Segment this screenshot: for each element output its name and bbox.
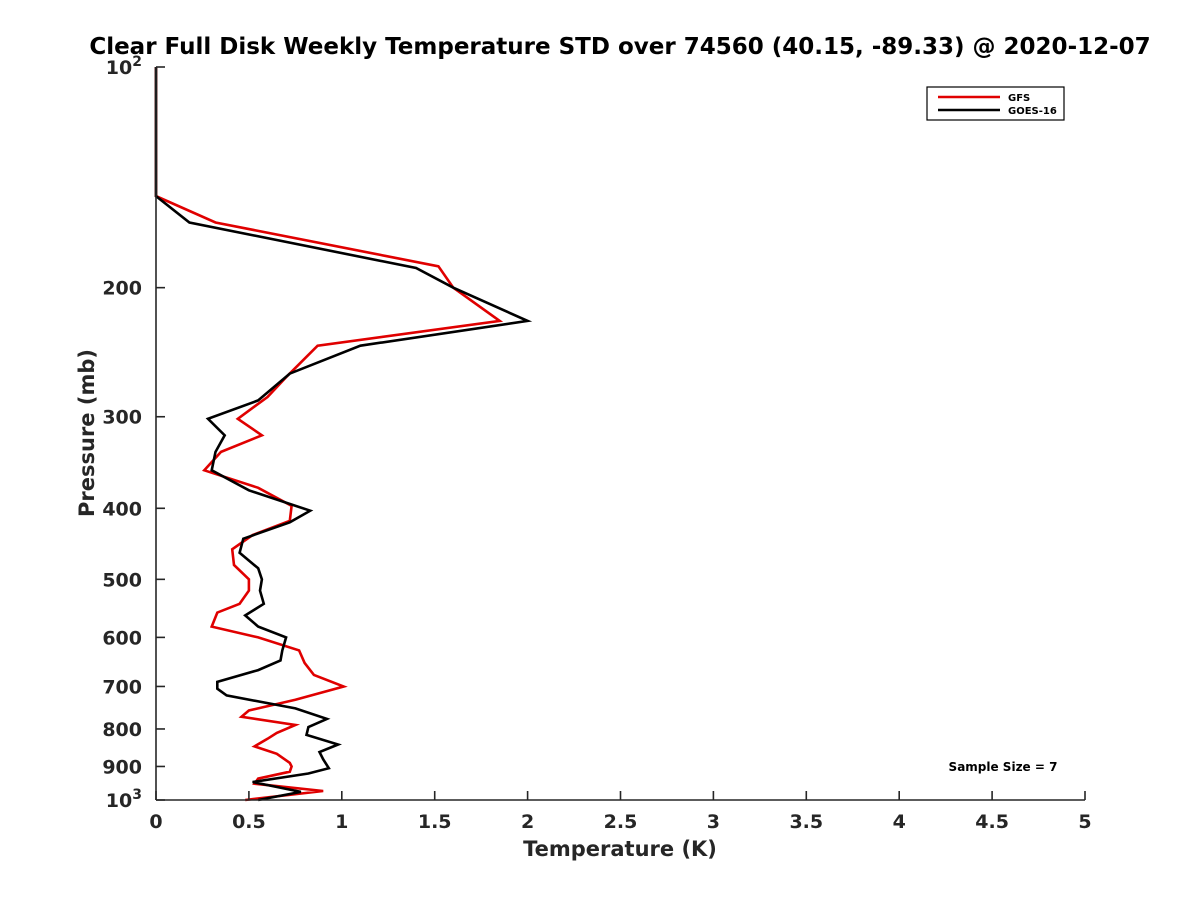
y-tick-label: 300 bbox=[102, 407, 142, 429]
x-tick-label: 3 bbox=[707, 811, 720, 833]
x-tick-label: 1 bbox=[335, 811, 348, 833]
x-tick-label: 5 bbox=[1078, 811, 1091, 833]
x-axis-label: Temperature (K) bbox=[523, 837, 717, 861]
legend-label-goes16: GOES-16 bbox=[1008, 106, 1057, 117]
y-tick-label: 900 bbox=[102, 756, 142, 778]
series-line-goes16 bbox=[154, 67, 533, 802]
x-tick-label: 2 bbox=[521, 811, 534, 833]
chart-title: Clear Full Disk Weekly Temperature STD o… bbox=[89, 34, 1150, 60]
y-tick-label: 400 bbox=[102, 498, 142, 520]
y-axis-label: Pressure (mb) bbox=[75, 349, 99, 517]
x-tick-group: 0 0.5 1 1.5 2 2.5 3 3.5 4 4.5 5 bbox=[149, 791, 1092, 833]
legend: GFS GOES-16 bbox=[926, 86, 1065, 121]
series-line-gfs bbox=[154, 67, 504, 802]
y-tick-label: 102 bbox=[106, 54, 142, 79]
x-tick-label: 3.5 bbox=[789, 811, 823, 833]
y-tick-label: 700 bbox=[102, 676, 142, 698]
x-tick-label: 0 bbox=[149, 811, 162, 833]
y-tick-group: 200 300 400 500 600 700 800 900 102 103 bbox=[102, 54, 165, 812]
legend-box bbox=[926, 86, 1065, 121]
y-tick-label: 800 bbox=[102, 719, 142, 741]
y-tick-label: 600 bbox=[102, 627, 142, 649]
x-tick-label: 2.5 bbox=[604, 811, 638, 833]
sample-size-annotation: Sample Size = 7 bbox=[949, 760, 1058, 774]
series-layer bbox=[154, 67, 533, 802]
x-tick-label: 4.5 bbox=[975, 811, 1009, 833]
x-tick-label: 1.5 bbox=[418, 811, 452, 833]
x-tick-label: 0.5 bbox=[232, 811, 266, 833]
legend-label-gfs: GFS bbox=[1008, 93, 1030, 104]
y-tick-label: 103 bbox=[106, 787, 142, 812]
y-tick-label: 500 bbox=[102, 569, 142, 591]
y-tick-label: 200 bbox=[102, 278, 142, 300]
x-tick-label: 4 bbox=[893, 811, 906, 833]
